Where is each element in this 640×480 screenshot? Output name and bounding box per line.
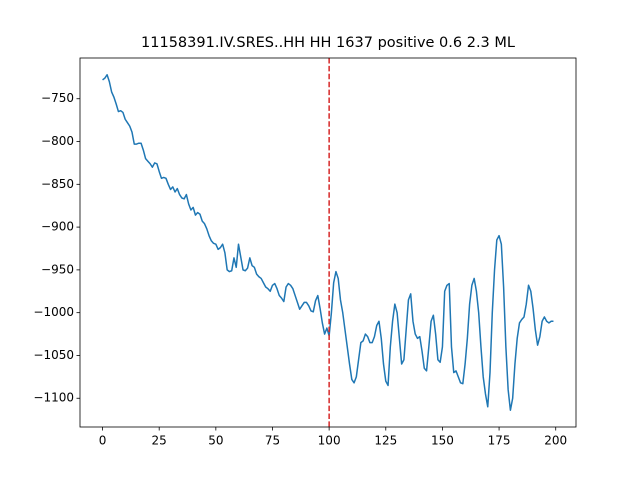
x-tick-label: 200 [544, 434, 567, 448]
x-tick-label: 125 [374, 434, 397, 448]
x-tick-label: 175 [488, 434, 511, 448]
y-tick-label: −850 [41, 177, 74, 191]
y-tick-label: −1050 [33, 348, 74, 362]
x-tick-label: 25 [152, 434, 167, 448]
y-tick-label: −800 [41, 134, 74, 148]
x-tick-label: 0 [99, 434, 107, 448]
data-line [102, 74, 554, 411]
y-tick-label: −750 [41, 91, 74, 105]
x-tick-label: 150 [431, 434, 454, 448]
plot-frame [79, 57, 577, 428]
chart-title: 11158391.IV.SRES..HH HH 1637 positive 0.… [141, 35, 515, 51]
y-tick-label: −1000 [33, 305, 74, 319]
y-tick-label: −900 [41, 220, 74, 234]
x-tick-label: 75 [265, 434, 280, 448]
y-tick-label: −950 [41, 262, 74, 276]
x-tick-label: 50 [208, 434, 223, 448]
y-tick-label: −1100 [33, 391, 74, 405]
x-tick-label: 100 [318, 434, 341, 448]
